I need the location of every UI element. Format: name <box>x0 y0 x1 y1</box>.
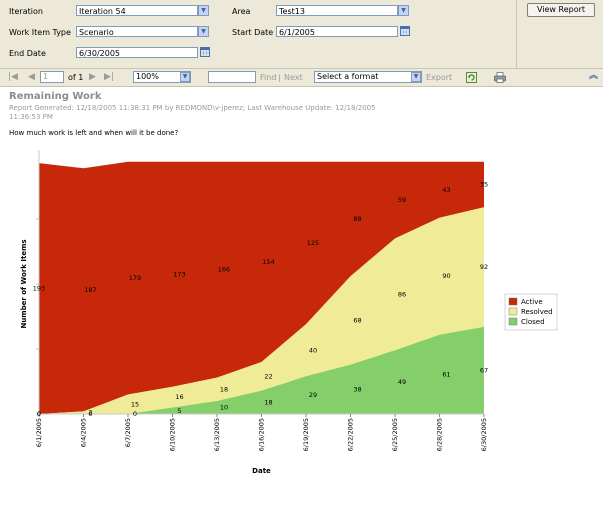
first-page-icon[interactable]: |◀ <box>8 72 18 82</box>
previous-page-icon[interactable]: ◀ <box>28 72 35 82</box>
area-label: Area <box>232 7 251 16</box>
page-count: of 1 <box>68 73 84 82</box>
iteration-label: Iteration <box>9 7 43 16</box>
view-report-button[interactable]: View Report <box>527 3 595 17</box>
find-input[interactable] <box>208 71 256 83</box>
zoom-dropdown-icon[interactable]: ▼ <box>180 72 190 82</box>
work-item-type-dropdown-icon[interactable]: ▼ <box>198 26 209 37</box>
export-link[interactable]: Export <box>426 73 453 82</box>
area-dropdown-icon[interactable]: ▼ <box>398 5 409 16</box>
export-format-dropdown-icon[interactable]: ▼ <box>411 72 421 82</box>
print-icon[interactable] <box>494 72 506 83</box>
report-title: Remaining Work <box>9 91 102 102</box>
zoom-select[interactable]: 100% <box>133 71 191 83</box>
refresh-icon[interactable] <box>466 72 477 83</box>
start-date-label: Start Date <box>232 28 274 37</box>
find-next-link[interactable]: Next <box>284 73 303 82</box>
collapse-parameters-icon[interactable]: ︽ <box>589 71 599 81</box>
report-toolbar: |◀ ◀ 1 of 1 ▶ ▶| 100% ▼ Find | Next Sele… <box>0 69 603 87</box>
work-item-type-select[interactable]: Scenario <box>76 26 198 37</box>
find-link[interactable]: Find <box>260 73 277 82</box>
area-select[interactable]: Test13 <box>276 5 398 16</box>
export-format-select[interactable]: Select a format <box>314 71 422 83</box>
report-generated-info: Report Generated: 12/18/2005 11:38:31 PM… <box>9 104 376 121</box>
report-question: How much work is left and when will it b… <box>9 129 179 137</box>
start-date-input[interactable]: 6/1/2005 <box>276 26 398 37</box>
start-date-calendar-icon[interactable] <box>400 26 410 36</box>
iteration-select[interactable]: Iteration 54 <box>76 5 198 16</box>
parameter-bar: Iteration Iteration 54 ▼ Area Test13 ▼ W… <box>0 0 603 69</box>
last-page-icon[interactable]: ▶| <box>104 72 114 82</box>
report-body: Remaining Work Report Generated: 12/18/2… <box>0 87 603 515</box>
view-report-panel: View Report <box>516 0 603 68</box>
page-number-input[interactable]: 1 <box>40 71 64 83</box>
iteration-dropdown-icon[interactable]: ▼ <box>198 5 209 16</box>
find-separator: | <box>278 73 281 82</box>
end-date-label: End Date <box>9 49 46 58</box>
work-item-type-label: Work Item Type <box>9 28 71 37</box>
end-date-input[interactable]: 6/30/2005 <box>76 47 198 58</box>
next-page-icon[interactable]: ▶ <box>89 72 96 82</box>
end-date-calendar-icon[interactable] <box>200 47 210 57</box>
